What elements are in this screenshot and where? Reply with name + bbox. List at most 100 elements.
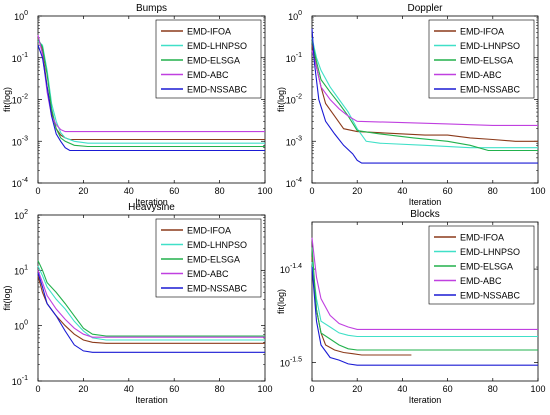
chart-title: Heavysine xyxy=(128,202,175,213)
x-axis-label: Iteration xyxy=(409,395,442,405)
y-tick-base: 10 xyxy=(286,54,296,64)
x-tick-label: 0 xyxy=(35,384,40,394)
legend: EMD-IFOA EMD-LHNPSO EMD-ELSGA EMD-ABC EMD-NS… xyxy=(155,218,262,298)
y-tick-base: 10 xyxy=(14,12,24,22)
legend-entry: EMD-ABC xyxy=(460,276,502,286)
x-tick-label: 20 xyxy=(352,186,362,196)
x-tick-label: 20 xyxy=(352,384,362,394)
legend-entry: EMD-IFOA xyxy=(460,233,504,243)
y-tick-base: 10 xyxy=(12,54,22,64)
y-tick-base: 10 xyxy=(14,322,24,332)
series-line-emd-abc xyxy=(311,50,538,126)
legend-box xyxy=(155,218,262,298)
y-tick-exponent: -1 xyxy=(22,375,28,382)
legend-entry: EMD-LHNPSO xyxy=(187,41,247,51)
x-tick-label: 100 xyxy=(530,186,545,196)
x-tick-label: 80 xyxy=(488,384,498,394)
series-line-emd-abc xyxy=(37,270,265,338)
legend: EMD-IFOA EMD-LHNPSO EMD-ELSGA EMD-ABC EMD-NS… xyxy=(428,225,535,305)
y-tick-label: 101 xyxy=(14,264,28,276)
x-tick-label: 40 xyxy=(124,186,134,196)
legend-entry: EMD-NSSABC xyxy=(187,284,248,294)
x-tick-label: 80 xyxy=(215,384,225,394)
legend-entry: EMD-IFOA xyxy=(187,226,231,236)
y-tick-base: 10 xyxy=(12,96,22,106)
legend-entry: EMD-NSSABC xyxy=(187,85,248,95)
series-line-emd-elsga xyxy=(311,40,538,152)
y-tick-label: 10-3 xyxy=(12,135,28,147)
y-tick-label: 10-1 xyxy=(12,375,28,387)
chart-title: Blocks xyxy=(410,209,439,220)
y-tick-label: 10-3 xyxy=(286,135,302,147)
legend-entry: EMD-ELSGA xyxy=(460,56,513,66)
x-tick-label: 100 xyxy=(530,384,545,394)
chart-title: Bumps xyxy=(136,3,167,14)
legend-entry: EMD-ABC xyxy=(187,269,229,279)
legend-entry: EMD-ELSGA xyxy=(187,56,240,66)
x-tick-label: 0 xyxy=(309,384,314,394)
x-tick-label: 0 xyxy=(309,186,314,196)
legend-entry: EMD-IFOA xyxy=(460,27,504,37)
y-tick-base: 10 xyxy=(12,179,22,189)
y-tick-base: 10 xyxy=(12,137,22,147)
x-tick-label: 20 xyxy=(78,186,88,196)
y-axis-label: fit(log) xyxy=(2,87,12,112)
y-tick-exponent: 0 xyxy=(298,10,302,17)
y-tick-base: 10 xyxy=(286,179,296,189)
y-tick-exponent: -3 xyxy=(296,135,302,142)
x-tick-label: 0 xyxy=(35,186,40,196)
y-tick-label: 10-4 xyxy=(12,177,28,189)
y-axis-label: fit(log) xyxy=(276,87,286,112)
x-tick-label: 100 xyxy=(257,186,272,196)
legend-box xyxy=(155,19,262,99)
y-tick-exponent: -2 xyxy=(22,94,28,101)
y-tick-base: 10 xyxy=(286,96,296,106)
x-tick-label: 60 xyxy=(443,186,453,196)
series-line-emd-nssabc xyxy=(37,45,265,152)
y-tick-exponent: -2 xyxy=(296,94,302,101)
x-axis-label: Iteration xyxy=(135,395,168,405)
series-line-emd-elsga xyxy=(311,247,538,351)
y-tick-label: 100 xyxy=(288,10,302,22)
x-axis-label: Iteration xyxy=(409,197,442,207)
y-tick-base: 10 xyxy=(280,265,290,275)
y-tick-label: 10-1 xyxy=(286,52,302,64)
series-line-emd-abc xyxy=(311,237,538,330)
y-tick-base: 10 xyxy=(14,266,24,276)
series-line-emd-elsga xyxy=(37,260,265,337)
legend: EMD-IFOA EMD-LHNPSO EMD-ELSGA EMD-ABC EMD-NS… xyxy=(428,19,535,99)
y-axis-label: fit(log) xyxy=(2,285,12,310)
y-tick-label: 10-1 xyxy=(12,52,28,64)
x-tick-label: 60 xyxy=(169,384,179,394)
y-tick-base: 10 xyxy=(286,137,296,147)
y-tick-exponent: -1.5 xyxy=(290,357,302,364)
y-tick-label: 10-2 xyxy=(12,94,28,106)
legend-entry: EMD-IFOA xyxy=(187,27,231,37)
legend: EMD-IFOA EMD-LHNPSO EMD-ELSGA EMD-ABC EMD-NS… xyxy=(155,19,262,99)
y-tick-exponent: -1.4 xyxy=(290,263,302,270)
y-tick-label: 10-2 xyxy=(286,94,302,106)
y-tick-label: 102 xyxy=(14,209,28,221)
y-axis-label: fit(log) xyxy=(276,289,286,314)
chart-panel-blocks: 0 20 40 60 80 10010-1.510-1.4BlocksIterationf… xyxy=(276,209,546,405)
y-tick-exponent: 1 xyxy=(24,264,28,271)
x-axis-label: Iteration xyxy=(135,197,168,207)
legend-box xyxy=(428,19,535,99)
legend-entry: EMD-LHNPSO xyxy=(460,41,520,51)
y-tick-exponent: 2 xyxy=(24,209,28,216)
y-tick-label: 10-4 xyxy=(286,177,302,189)
y-tick-exponent: -1 xyxy=(296,52,302,59)
y-tick-label: 10-1.4 xyxy=(280,263,302,275)
series-line-emd-elsga xyxy=(37,38,265,148)
y-tick-label: 10-1.5 xyxy=(280,357,302,369)
legend-entry: EMD-ABC xyxy=(187,70,229,80)
y-tick-exponent: 0 xyxy=(24,320,28,327)
y-tick-exponent: -4 xyxy=(22,177,28,184)
y-tick-base: 10 xyxy=(280,359,290,369)
y-tick-label: 100 xyxy=(14,10,28,22)
x-tick-label: 60 xyxy=(169,186,179,196)
plot-area xyxy=(37,214,266,382)
